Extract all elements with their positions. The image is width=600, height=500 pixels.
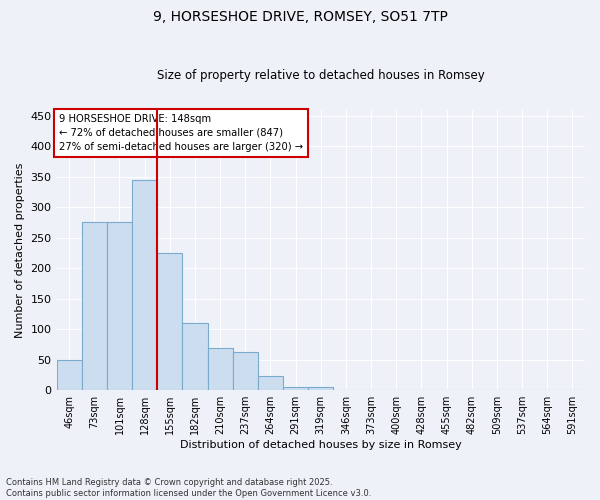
Text: 9, HORSESHOE DRIVE, ROMSEY, SO51 7TP: 9, HORSESHOE DRIVE, ROMSEY, SO51 7TP [152,10,448,24]
Text: 9 HORSESHOE DRIVE: 148sqm
← 72% of detached houses are smaller (847)
27% of semi: 9 HORSESHOE DRIVE: 148sqm ← 72% of detac… [59,114,304,152]
Bar [182,323,208,390]
Y-axis label: Number of detached properties: Number of detached properties [15,162,25,338]
Bar [258,376,283,390]
Bar [107,222,132,390]
Bar [308,386,334,390]
Bar [233,352,258,390]
Bar [82,222,107,390]
Text: Contains HM Land Registry data © Crown copyright and database right 2025.
Contai: Contains HM Land Registry data © Crown c… [6,478,371,498]
Bar [208,348,233,390]
Bar [157,253,182,390]
Bar [56,360,82,390]
Title: Size of property relative to detached houses in Romsey: Size of property relative to detached ho… [157,69,485,82]
Bar [132,180,157,390]
Bar [283,386,308,390]
X-axis label: Distribution of detached houses by size in Romsey: Distribution of detached houses by size … [180,440,461,450]
